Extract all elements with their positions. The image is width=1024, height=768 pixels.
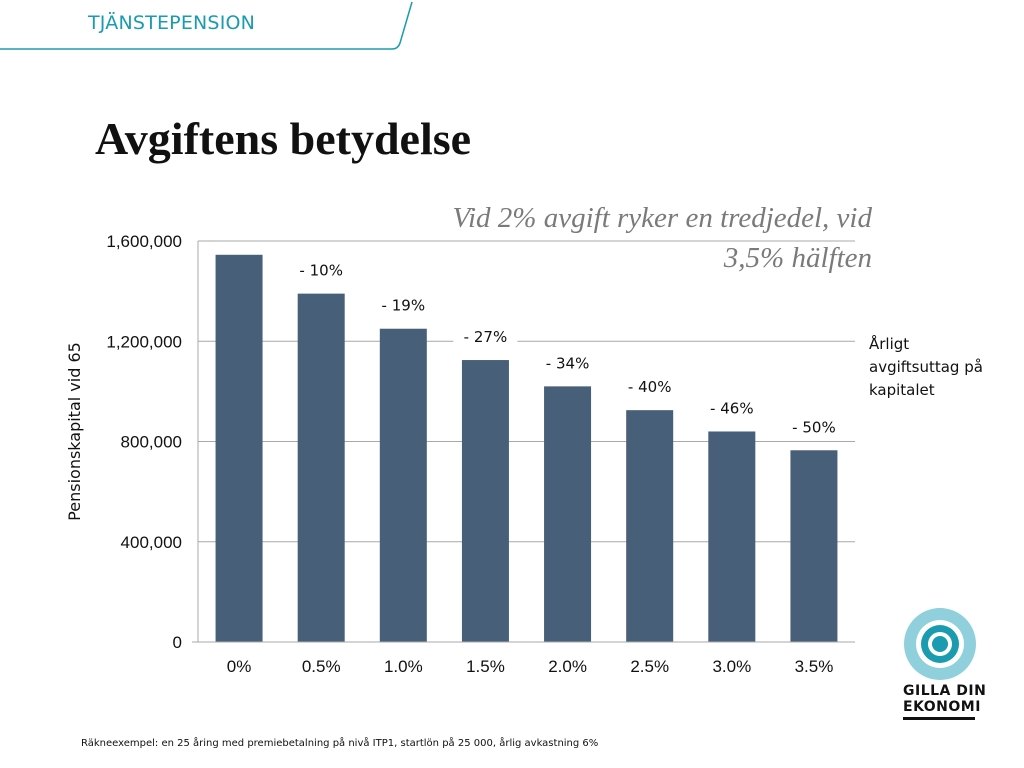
data-label-bg [699, 398, 764, 420]
target-icon [904, 608, 976, 680]
bar [297, 293, 345, 642]
data-label: - 19% [382, 297, 426, 315]
chart-bars [215, 254, 838, 643]
x-tick-label: 0.5% [302, 657, 341, 676]
header-tab-shape [0, 1, 413, 50]
chart-labels: 0 400,000 800,000 1,200,000 1,600,000 0% 0.5% -… [65, 232, 846, 676]
page-title: Avgiftens betydelse [95, 113, 472, 164]
data-label-bg [453, 327, 518, 349]
footnote: Räkneexempel: en 25 åring med premiebeta… [81, 738, 599, 749]
x-tick-label: 1.0% [384, 657, 423, 676]
chart-axes [192, 241, 855, 643]
x-tick-label: 2.0% [548, 657, 587, 676]
x-tick-label: 3.0% [712, 657, 751, 676]
data-label-bg [781, 417, 846, 439]
data-label: - 10% [299, 262, 343, 280]
chart-gridlines [198, 240, 855, 543]
data-label: - 46% [710, 399, 754, 417]
data-label: - 50% [792, 418, 836, 436]
bar [215, 254, 263, 643]
x-tick-label: 2.5% [630, 657, 669, 676]
x-tick-label: 1.5% [466, 657, 505, 676]
bar [461, 360, 509, 642]
y-tick-label: 400,000 [121, 533, 182, 552]
x-tick-label: 0% [227, 657, 252, 676]
chart-subtitle: Vid 2% avgift ryker en tredjedel, vid 3,… [452, 202, 872, 274]
bar [708, 431, 756, 642]
bar [379, 328, 427, 642]
data-label-bg [535, 353, 600, 375]
y-tick-label: 1,200,000 [106, 332, 182, 351]
data-label-bg [617, 377, 682, 399]
legend-note: Årligt avgiftsuttag på kapitalet [869, 335, 983, 399]
y-tick-label: 0 [173, 633, 182, 652]
logo-text-line2: EKONOMI [903, 699, 981, 715]
y-axis-title: Pensionskapital vid 65 [65, 342, 84, 521]
y-tick-label: 800,000 [121, 433, 182, 452]
logo-text-line1: GILLA DIN [903, 683, 987, 699]
x-tick-label: 3.5% [795, 657, 834, 676]
data-label: - 34% [546, 354, 590, 372]
data-label: - 40% [628, 378, 672, 396]
bar [544, 386, 592, 642]
data-label-bg [371, 295, 436, 317]
section-header: TJÄNSTEPENSION [88, 12, 256, 34]
data-label: - 27% [464, 328, 508, 346]
bar [790, 450, 838, 642]
logo-underline [903, 717, 975, 720]
y-tick-label: 1,600,000 [106, 232, 182, 251]
data-label-bg [289, 260, 354, 282]
bar [626, 410, 674, 642]
